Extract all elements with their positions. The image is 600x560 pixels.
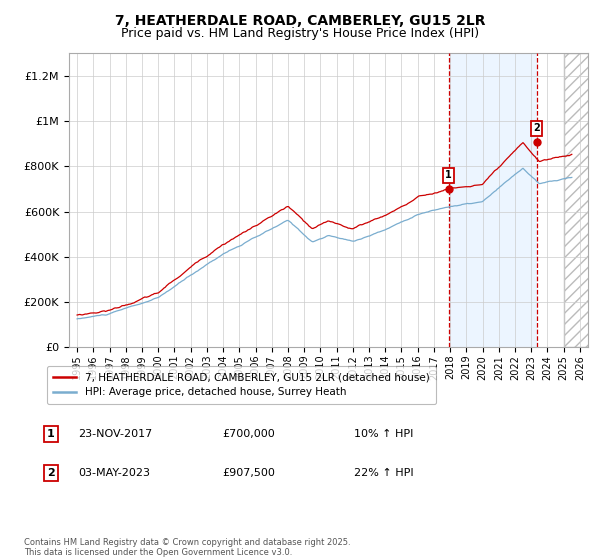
- Text: 03-MAY-2023: 03-MAY-2023: [78, 468, 150, 478]
- Text: 22% ↑ HPI: 22% ↑ HPI: [354, 468, 413, 478]
- Text: 2: 2: [533, 123, 540, 133]
- Text: 10% ↑ HPI: 10% ↑ HPI: [354, 429, 413, 439]
- Text: Price paid vs. HM Land Registry's House Price Index (HPI): Price paid vs. HM Land Registry's House …: [121, 27, 479, 40]
- Bar: [563, 53, 600, 347]
- Text: £700,000: £700,000: [222, 429, 275, 439]
- Legend: 7, HEATHERDALE ROAD, CAMBERLEY, GU15 2LR (detached house), HPI: Average price, d: 7, HEATHERDALE ROAD, CAMBERLEY, GU15 2LR…: [47, 366, 436, 404]
- Text: 1: 1: [445, 170, 452, 180]
- Text: 7, HEATHERDALE ROAD, CAMBERLEY, GU15 2LR: 7, HEATHERDALE ROAD, CAMBERLEY, GU15 2LR: [115, 14, 485, 28]
- Bar: [449, 53, 536, 347]
- Text: 2: 2: [47, 468, 55, 478]
- Text: 23-NOV-2017: 23-NOV-2017: [78, 429, 152, 439]
- Text: £907,500: £907,500: [222, 468, 275, 478]
- Text: Contains HM Land Registry data © Crown copyright and database right 2025.
This d: Contains HM Land Registry data © Crown c…: [24, 538, 350, 557]
- Text: 1: 1: [47, 429, 55, 439]
